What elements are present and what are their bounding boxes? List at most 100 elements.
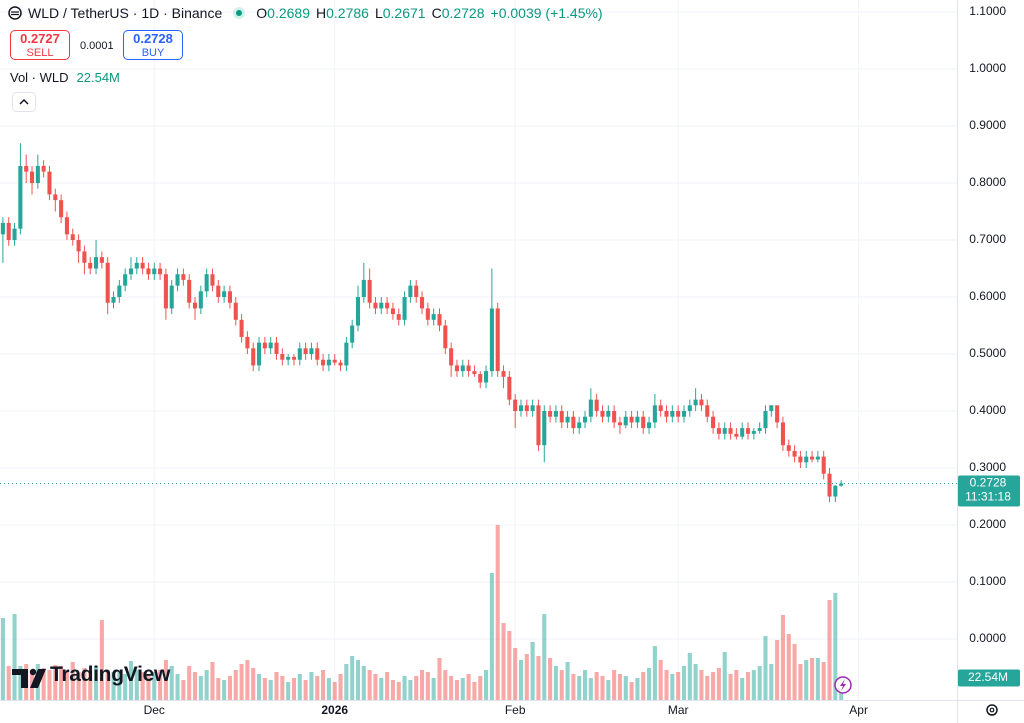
status-dot bbox=[233, 7, 246, 19]
x-tick-label: Dec bbox=[144, 703, 165, 717]
candle-body bbox=[326, 359, 331, 366]
candle-body bbox=[227, 291, 232, 303]
candle-body bbox=[402, 297, 407, 320]
volume-bar bbox=[396, 682, 401, 700]
volume-bar bbox=[553, 666, 558, 700]
volume-name: Vol · WLD bbox=[10, 70, 69, 85]
candle-body bbox=[588, 399, 593, 417]
y-tick-label: 0.7000 bbox=[969, 232, 1006, 246]
candle-body bbox=[524, 405, 529, 412]
alert-icon[interactable] bbox=[834, 676, 852, 694]
volume-bar bbox=[763, 636, 768, 700]
buy-button[interactable]: 0.2728 BUY bbox=[123, 30, 183, 60]
volume-bar bbox=[6, 666, 11, 700]
volume-bar bbox=[181, 680, 186, 700]
volume-bar bbox=[489, 573, 494, 700]
high-key: H bbox=[315, 5, 327, 21]
volume-bar bbox=[769, 664, 774, 700]
volume-bar bbox=[728, 674, 733, 700]
volume-bar bbox=[257, 674, 262, 700]
collapse-button[interactable] bbox=[12, 92, 36, 112]
volume-bar bbox=[70, 662, 75, 700]
volume-bar bbox=[775, 640, 780, 700]
volume-value: 22.54M bbox=[76, 70, 120, 85]
open-value: 0.2689 bbox=[267, 5, 310, 21]
volume-bar bbox=[810, 658, 815, 700]
volume-bar bbox=[123, 674, 128, 700]
volume-bar bbox=[443, 670, 448, 700]
candle-body bbox=[745, 428, 751, 434]
volume-bar bbox=[449, 676, 454, 700]
volume-bar bbox=[332, 682, 337, 700]
high-value: 0.2786 bbox=[326, 5, 369, 21]
volume-bar bbox=[88, 670, 93, 700]
candle-body bbox=[105, 262, 110, 303]
candle-body bbox=[414, 285, 419, 298]
candle-body bbox=[59, 200, 64, 218]
x-tick-label: 2026 bbox=[321, 703, 348, 717]
candle-body bbox=[111, 297, 116, 303]
candle-body bbox=[350, 325, 355, 343]
sell-button[interactable]: 0.2727 SELL bbox=[10, 30, 70, 60]
candle-body bbox=[647, 422, 652, 429]
symbol[interactable]: WLD / TetherUS · 1D · Binance bbox=[28, 5, 223, 21]
candle-body bbox=[373, 302, 378, 309]
volume-bar bbox=[297, 674, 302, 700]
y-tick-label: 0.4000 bbox=[969, 403, 1006, 417]
candle-body bbox=[47, 171, 52, 195]
countdown: 11:31:18 bbox=[965, 490, 1011, 504]
volume-bar bbox=[105, 670, 110, 700]
volume-bar bbox=[623, 676, 628, 700]
volume-bar bbox=[641, 672, 646, 700]
candle-body bbox=[431, 314, 436, 320]
volume-bar bbox=[530, 642, 535, 700]
candle-body bbox=[582, 416, 588, 423]
volume-bar bbox=[734, 670, 739, 700]
candle-body bbox=[786, 445, 791, 451]
candle-body bbox=[571, 416, 576, 429]
volume-bar bbox=[169, 666, 174, 700]
candle-body bbox=[222, 291, 227, 298]
candle-body bbox=[233, 302, 238, 320]
candle-body bbox=[833, 485, 838, 497]
candle-body bbox=[361, 279, 366, 298]
candle-body bbox=[815, 456, 820, 460]
candle-body bbox=[775, 405, 780, 423]
candle-body bbox=[76, 240, 81, 252]
candle-body bbox=[705, 405, 710, 417]
candle-body bbox=[396, 314, 401, 320]
volume-bar bbox=[606, 680, 611, 700]
y-tick-label: 0.2000 bbox=[969, 517, 1006, 531]
settings-icon[interactable] bbox=[986, 704, 998, 716]
candle-body bbox=[128, 268, 134, 275]
chevron bbox=[19, 98, 29, 105]
y-tick-label: 0.1000 bbox=[969, 574, 1006, 588]
candle-body bbox=[355, 297, 361, 326]
candle-body bbox=[728, 428, 733, 434]
candle-body bbox=[676, 411, 681, 417]
volume-label-box bbox=[958, 669, 1020, 687]
candle-body bbox=[449, 348, 454, 366]
volume-bar bbox=[460, 678, 465, 700]
candle-body bbox=[472, 371, 477, 374]
y-tick-label: 1.0000 bbox=[969, 61, 1006, 75]
candle-body bbox=[204, 274, 209, 292]
candle-body bbox=[408, 285, 413, 298]
volume-bar bbox=[687, 653, 692, 700]
candle-body bbox=[280, 354, 285, 360]
y-tick-label: 0.5000 bbox=[969, 346, 1006, 360]
volume-bar bbox=[350, 656, 355, 700]
candle-body bbox=[315, 348, 320, 360]
candle-body bbox=[123, 274, 128, 286]
volume-bar bbox=[751, 670, 756, 700]
candle-body bbox=[594, 399, 599, 412]
volume-bar bbox=[198, 676, 203, 700]
volume-bar bbox=[128, 661, 134, 700]
volume-bar bbox=[577, 676, 582, 700]
candle-body bbox=[437, 314, 442, 326]
candle-body bbox=[769, 405, 774, 412]
candle-body bbox=[792, 450, 797, 457]
volume-bar bbox=[140, 672, 145, 700]
volume-bar bbox=[582, 670, 588, 700]
volume-bar bbox=[478, 676, 483, 700]
